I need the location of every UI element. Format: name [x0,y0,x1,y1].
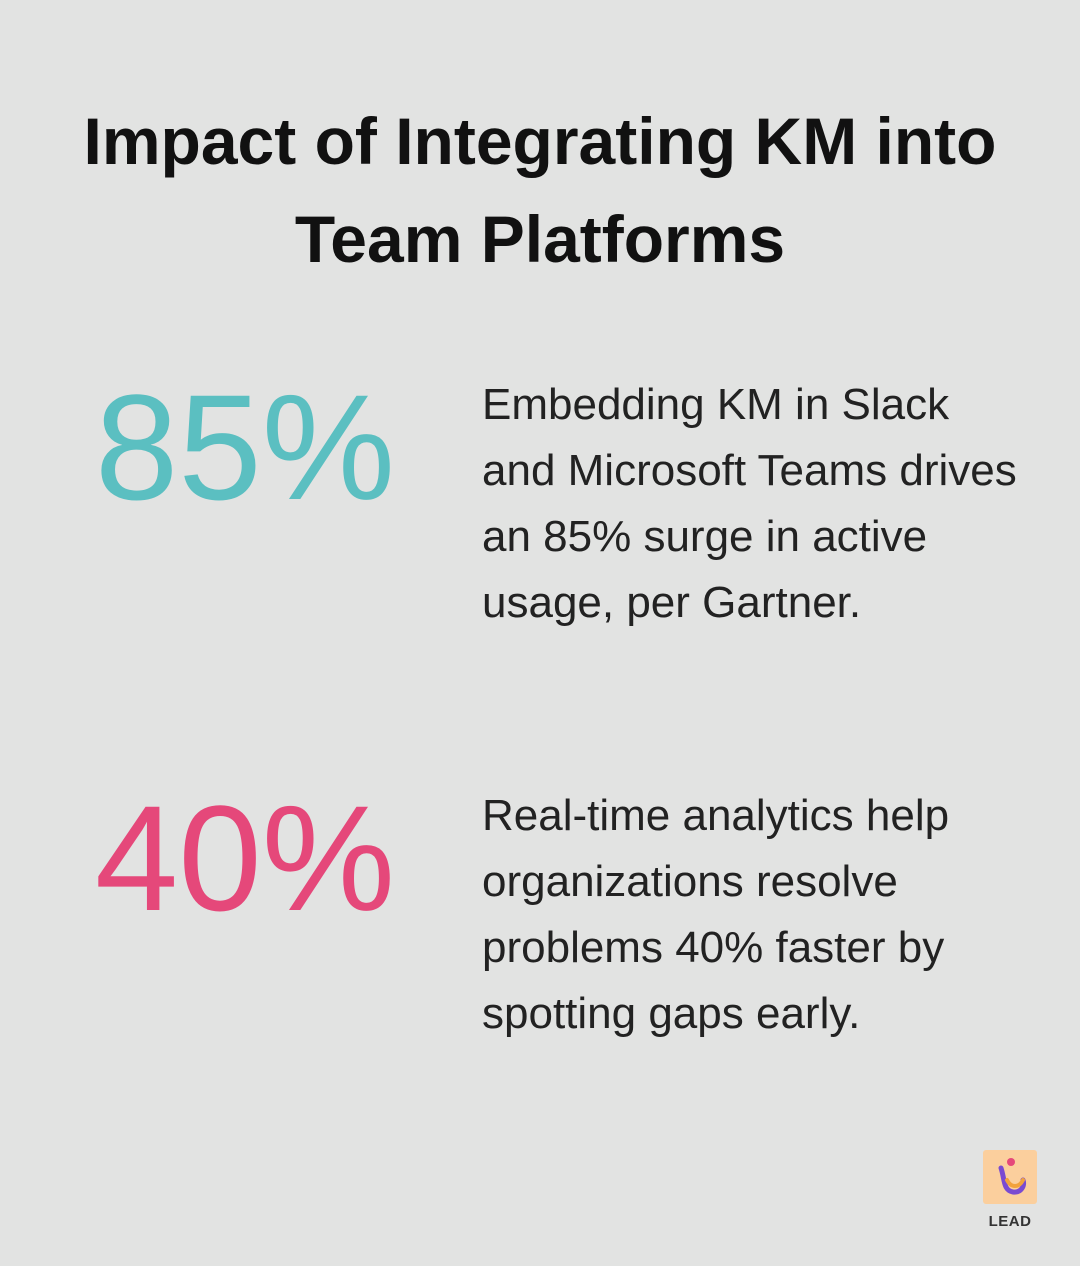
logo-icon [983,1150,1037,1204]
stat-description: Embedding KM in Slack and Microsoft Team… [482,380,1017,627]
stat-value: 85% [94,363,396,531]
logo: LEAD [983,1150,1037,1230]
logo-label: LEAD [988,1213,1032,1230]
stat-value: 40% [94,774,396,942]
title: Impact of Integrating KM into Team Platf… [83,104,997,276]
stat-description: Real-time analytics help organizations r… [482,791,950,1038]
